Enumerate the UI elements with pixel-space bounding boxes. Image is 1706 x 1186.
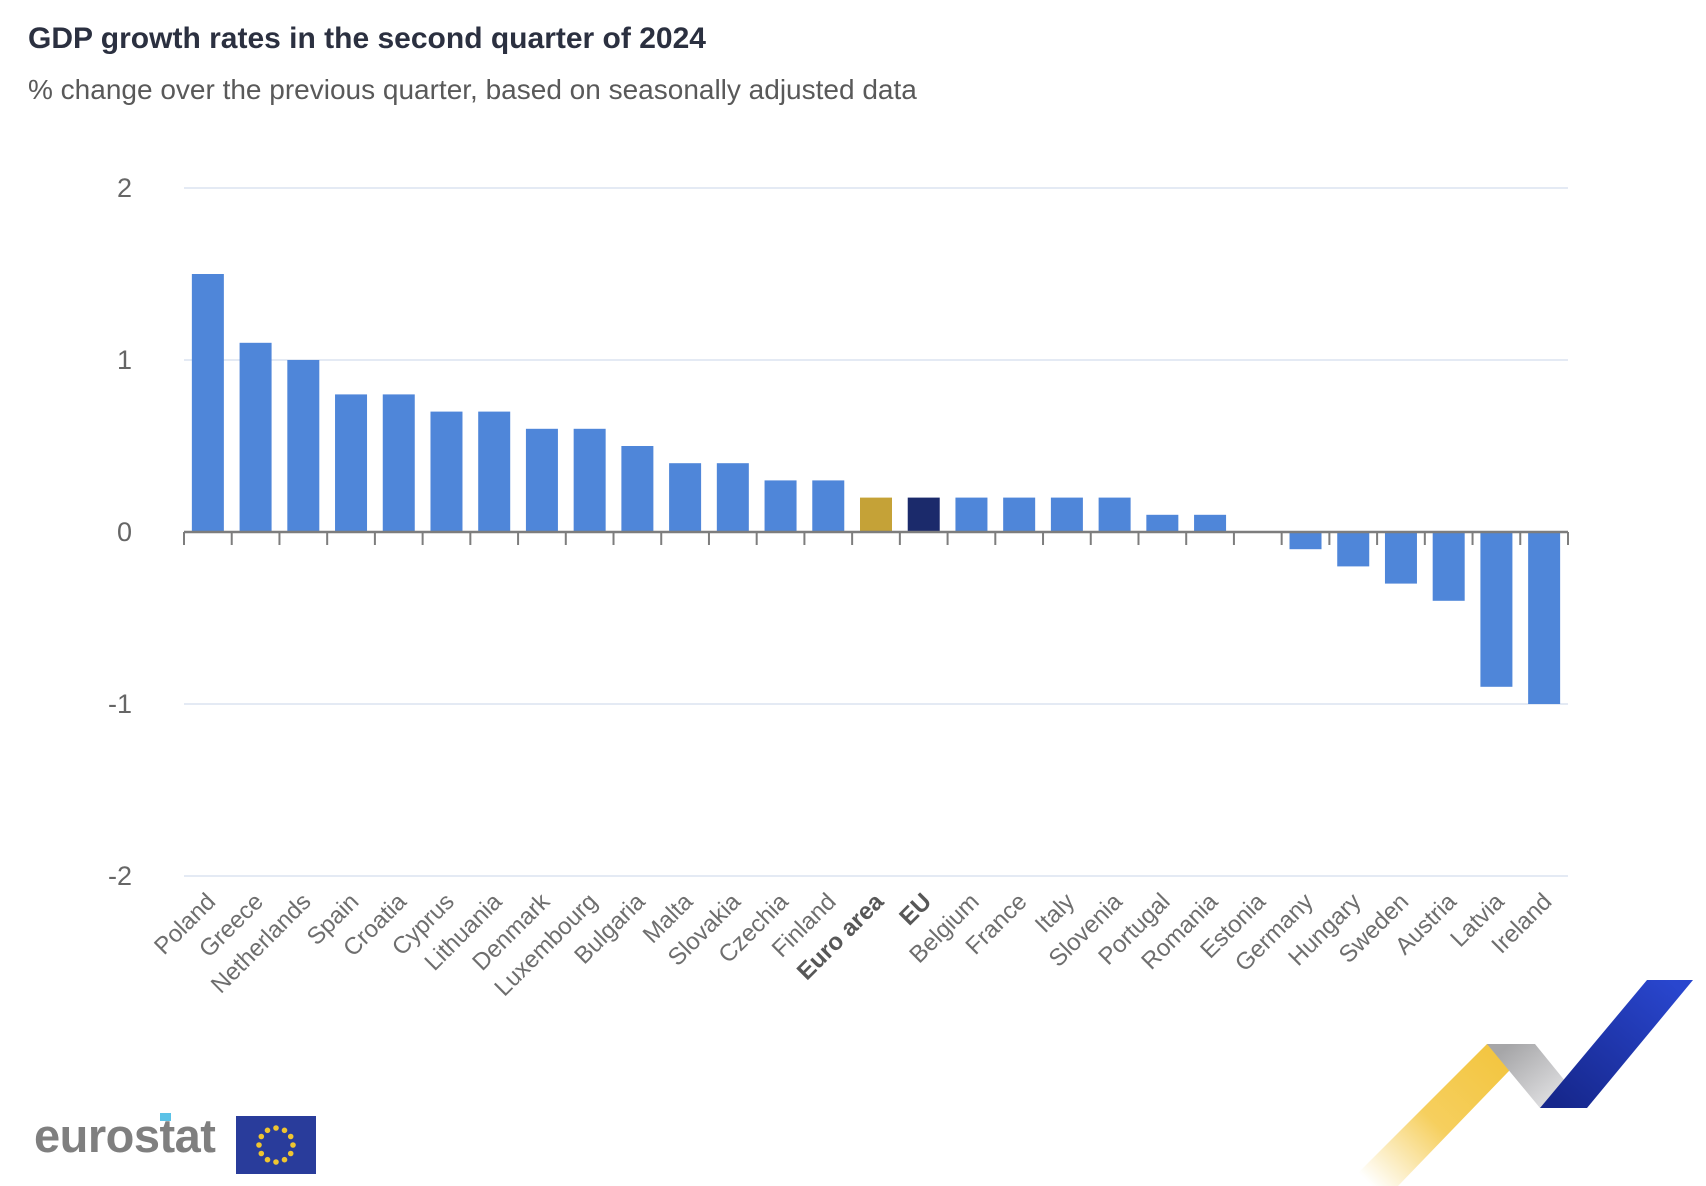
bar-luxembourg	[573, 428, 606, 532]
bar-czechia	[764, 480, 797, 532]
eurostat-logo-text: eurostat	[34, 1109, 216, 1162]
eu-flag-icon	[236, 1116, 316, 1174]
bar-croatia	[382, 394, 415, 532]
bar-lithuania	[478, 411, 511, 532]
bar-poland	[191, 274, 224, 532]
bar-cyprus	[430, 411, 463, 532]
y-axis-label-1: 1	[117, 345, 132, 375]
bar-bulgaria	[621, 446, 654, 532]
bar-france	[1003, 497, 1036, 532]
eurostat-logo: eurostat	[34, 1109, 316, 1174]
bar-spain	[335, 394, 368, 532]
ribbon-yellow-band	[1345, 1044, 1535, 1186]
y-axis-label-0: 0	[117, 517, 132, 547]
y-axis-label--1: -1	[108, 689, 132, 719]
bar-malta	[669, 463, 702, 532]
bar-euro-area	[859, 497, 892, 532]
bar-greece	[239, 342, 272, 532]
bar-romania	[1194, 514, 1227, 532]
bar-slovakia	[716, 463, 749, 532]
bar-italy	[1050, 497, 1083, 532]
bar-latvia	[1480, 532, 1513, 687]
bar-belgium	[955, 497, 988, 532]
bar-eu	[907, 497, 940, 532]
chart-title: GDP growth rates in the second quarter o…	[28, 22, 706, 55]
bar-ireland	[1528, 532, 1561, 704]
y-axis-label-2: 2	[117, 173, 132, 203]
bar-netherlands	[287, 360, 320, 532]
bar-hungary	[1337, 532, 1370, 567]
bar-slovenia	[1098, 497, 1131, 532]
eurostat-ribbon-decoration	[1345, 980, 1693, 1186]
y-axis-label--2: -2	[108, 861, 132, 891]
eurostat-logo-accent	[160, 1113, 171, 1121]
bar-finland	[812, 480, 845, 532]
bar-denmark	[525, 428, 558, 532]
ribbon-blue-band	[1540, 980, 1693, 1108]
eu-flag-stars	[256, 1125, 296, 1165]
bar-portugal	[1146, 514, 1179, 532]
bar-sweden	[1384, 532, 1417, 584]
bar-austria	[1432, 532, 1465, 601]
chart-subtitle: % change over the previous quarter, base…	[28, 74, 917, 105]
bar-germany	[1289, 532, 1322, 550]
